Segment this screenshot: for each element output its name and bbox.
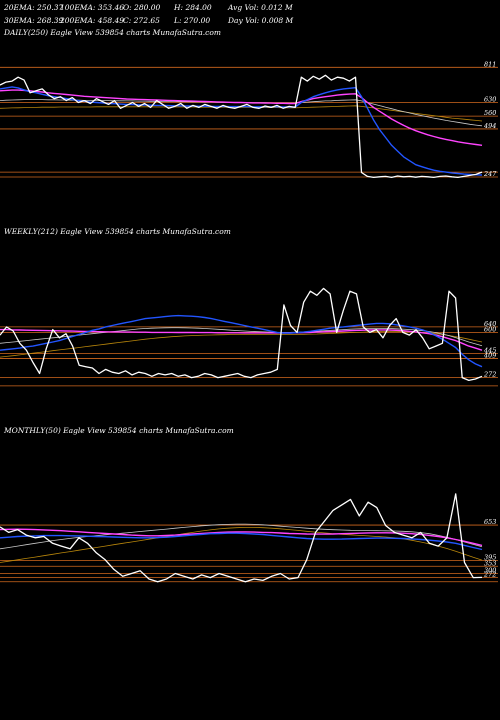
ema200-readout: 200EMA: 458.49 bbox=[60, 16, 125, 25]
close-readout: C: 272.65 bbox=[123, 16, 160, 25]
daily-chart: 811 630 560 494 247 bbox=[0, 60, 498, 179]
monthly-level-label-395: 395 bbox=[484, 553, 496, 561]
ema20-readout: 20EMA: 250.37 bbox=[4, 3, 64, 12]
weekly-level-label-409: 409 bbox=[483, 352, 496, 360]
monthly-ema20-line bbox=[0, 532, 483, 551]
weekly-panel-label: WEEKLY(212) Eagle View 539854 charts Mun… bbox=[4, 227, 231, 236]
daily-level-label-494: 494 bbox=[483, 122, 496, 130]
monthly-level-label-272: 272 bbox=[483, 570, 496, 578]
weekly-level-label-272: 272 bbox=[483, 370, 496, 378]
daily-level-label-630: 630 bbox=[484, 96, 496, 104]
ema30-readout: 30EMA: 268.39 bbox=[4, 16, 64, 25]
ema100-readout: 100EMA: 353.46 bbox=[60, 3, 125, 12]
day-vol-readout: Day Vol: 0.008 M bbox=[228, 16, 294, 25]
monthly-ema100-line bbox=[0, 523, 483, 550]
low-readout: L: 270.00 bbox=[174, 16, 211, 25]
weekly-level-label-640: 640 bbox=[484, 320, 496, 328]
monthly-price-line bbox=[0, 493, 483, 583]
daily-ema20-line bbox=[0, 86, 483, 176]
daily-level-label-560: 560 bbox=[484, 109, 496, 117]
avg-vol-readout: Avg Vol: 0.012 M bbox=[228, 3, 293, 12]
monthly-level-label-300: 300 bbox=[484, 567, 496, 575]
weekly-ema200-line bbox=[0, 331, 483, 358]
monthly-level-label-353: 353 bbox=[484, 559, 496, 567]
open-readout: O: 280.00 bbox=[123, 3, 161, 12]
monthly-level-label-653: 653 bbox=[484, 518, 496, 526]
weekly-level-label-445: 445 bbox=[483, 347, 496, 355]
weekly-ema20-line bbox=[0, 314, 483, 368]
high-readout: H: 284.00 bbox=[174, 3, 212, 12]
daily-level-label-247: 247 bbox=[483, 170, 497, 178]
daily-ema100-line bbox=[0, 99, 483, 127]
header-row-2: 30EMA: 268.39 200EMA: 458.49 C: 272.65 L… bbox=[4, 16, 500, 26]
header-row-1: 20EMA: 250.37 100EMA: 353.46 O: 280.00 H… bbox=[4, 3, 500, 13]
monthly-panel-label: MONTHLY(50) Eagle View 539854 charts Mun… bbox=[4, 426, 234, 435]
daily-ema30-line bbox=[0, 89, 483, 146]
monthly-ema30-line bbox=[0, 528, 483, 547]
weekly-level-label-600: 600 bbox=[484, 325, 496, 333]
daily-panel-label: DAILY(250) Eagle View 539854 charts Muna… bbox=[4, 28, 221, 37]
daily-price-line bbox=[0, 74, 483, 179]
daily-level-label-811: 811 bbox=[484, 60, 496, 68]
weekly-price-line bbox=[0, 287, 483, 382]
